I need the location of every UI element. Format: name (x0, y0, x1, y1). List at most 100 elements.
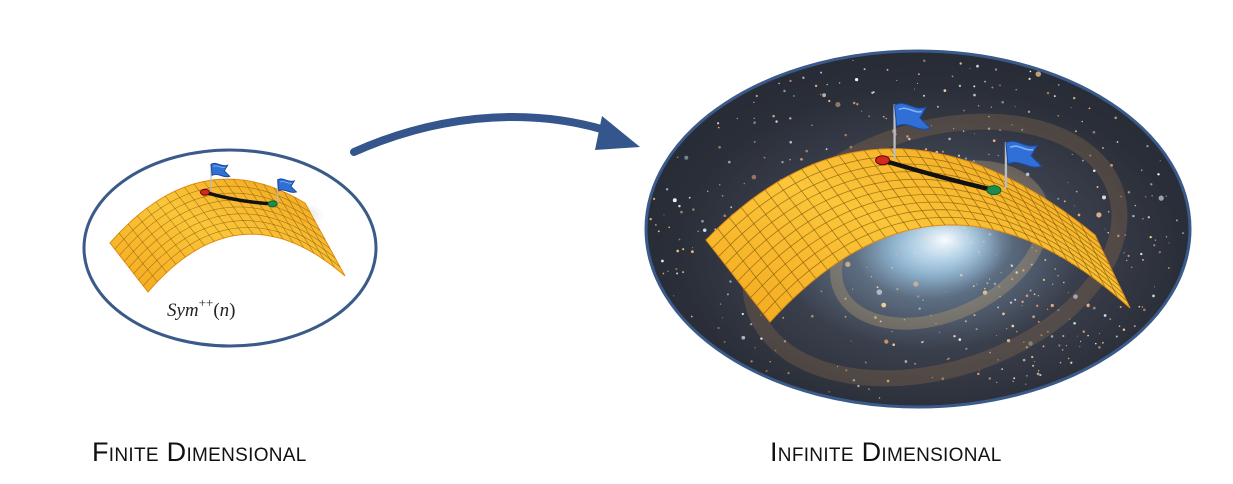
star (930, 314, 932, 317)
star (1025, 374, 1028, 377)
star (998, 285, 1001, 288)
surface-patch (109, 178, 346, 293)
manifold-label: Sym++(n) (167, 295, 235, 321)
star (1077, 213, 1081, 217)
star (930, 125, 933, 127)
star (857, 384, 860, 388)
surface-grid-line (916, 149, 970, 226)
star (789, 159, 791, 161)
star (717, 126, 720, 129)
flag-icon (277, 178, 298, 193)
star (1021, 300, 1024, 303)
surface-grid-line (146, 208, 186, 258)
star (691, 250, 694, 254)
star (1080, 340, 1082, 342)
star (1031, 247, 1033, 249)
star (793, 95, 795, 97)
star (667, 270, 669, 272)
star (1103, 314, 1107, 317)
star (845, 261, 851, 267)
star (988, 153, 990, 156)
star (1032, 364, 1035, 367)
star (721, 194, 724, 197)
star (1144, 196, 1147, 198)
star (1104, 228, 1106, 230)
star (1119, 306, 1122, 308)
surface-grid-line (969, 161, 1019, 237)
star (838, 82, 841, 84)
star (868, 115, 870, 118)
star (977, 105, 980, 107)
star (962, 130, 965, 132)
star (1076, 335, 1078, 337)
star (753, 141, 756, 143)
star (692, 208, 695, 211)
star (1035, 250, 1037, 252)
start-point (875, 155, 891, 166)
star (953, 335, 956, 338)
star (917, 295, 920, 298)
star (1037, 370, 1040, 372)
star (1057, 114, 1060, 117)
surface-grid-line (213, 179, 254, 235)
star (1142, 217, 1144, 220)
star (753, 117, 755, 120)
star (904, 360, 908, 363)
star (1110, 164, 1113, 167)
star (1070, 361, 1073, 364)
surface-grid-line (789, 175, 851, 255)
star (1036, 304, 1039, 307)
star (1025, 383, 1027, 385)
star (778, 82, 780, 85)
star (879, 320, 882, 323)
star (662, 272, 665, 275)
surface-grid-line (184, 186, 224, 239)
star (1118, 325, 1121, 328)
star (923, 59, 926, 63)
star (1030, 263, 1033, 266)
manifold-label-close: ) (229, 300, 235, 321)
star (1147, 216, 1150, 219)
surface-grid-line (253, 181, 294, 244)
star (765, 369, 768, 373)
star (852, 59, 854, 62)
star (892, 343, 896, 347)
star (941, 150, 944, 153)
star (1033, 293, 1036, 296)
star (760, 314, 762, 316)
star (1025, 172, 1030, 177)
star (811, 124, 813, 127)
surface-grid-line (155, 201, 196, 252)
star (924, 148, 928, 151)
star (896, 287, 899, 291)
surface-grid-line (982, 166, 1031, 242)
star (1063, 200, 1066, 203)
surface-grid-line (752, 198, 817, 279)
star (1009, 301, 1013, 304)
star (953, 128, 955, 130)
star (1029, 70, 1032, 73)
star (819, 93, 822, 96)
star (1037, 295, 1039, 297)
star (741, 312, 744, 316)
surface-grid-line (851, 152, 910, 231)
star (852, 379, 856, 382)
star (1057, 83, 1060, 86)
star (871, 91, 874, 95)
star (716, 122, 720, 125)
star (866, 266, 868, 268)
star (1028, 341, 1033, 346)
star (789, 117, 792, 120)
star (678, 204, 681, 208)
star (1167, 267, 1170, 270)
surface-grid-line (864, 150, 922, 228)
star (976, 64, 979, 68)
star (947, 357, 950, 360)
star (682, 248, 685, 251)
finite-ellipse (82, 148, 378, 348)
star (1015, 271, 1018, 274)
star (959, 62, 962, 65)
star (1182, 232, 1184, 234)
star (1070, 107, 1072, 109)
surface-grid-line (174, 191, 215, 242)
